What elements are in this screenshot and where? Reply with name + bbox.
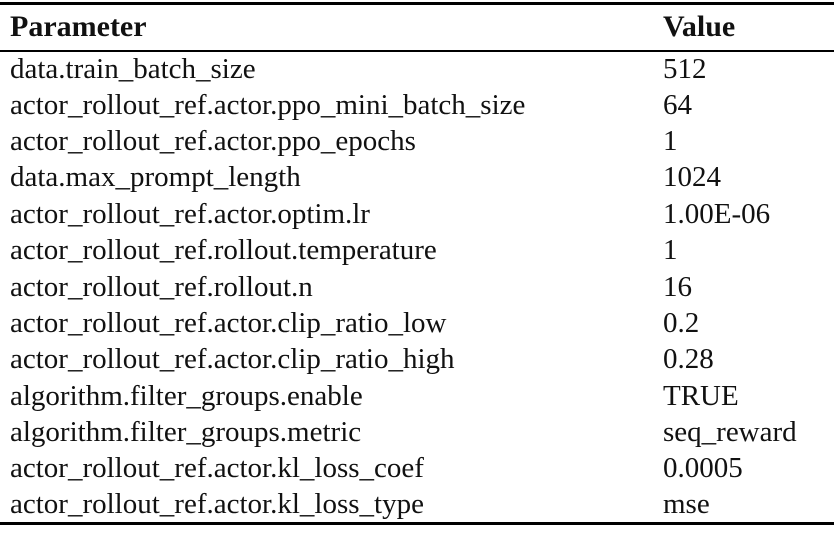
parameter-value: 1	[663, 124, 678, 157]
parameter-name: algorithm.filter_groups.metric	[10, 416, 362, 449]
table-row: data.train_batch_size 512	[0, 51, 834, 87]
table-row: actor_rollout_ref.rollout.temperature 1	[0, 232, 834, 268]
parameter-name: algorithm.filter_groups.enable	[10, 379, 363, 412]
table-row: actor_rollout_ref.actor.ppo_epochs 1	[0, 123, 834, 159]
parameter-name: actor_rollout_ref.rollout.temperature	[10, 234, 437, 267]
table-row: actor_rollout_ref.rollout.n 16	[0, 269, 834, 305]
header-row: Parameter Value	[0, 3, 834, 52]
parameter-name: actor_rollout_ref.actor.kl_loss_type	[10, 488, 424, 521]
parameter-value: 0.2	[663, 306, 700, 339]
table-row: algorithm.filter_groups.metric seq_rewar…	[0, 414, 834, 450]
table-row: actor_rollout_ref.actor.clip_ratio_high …	[0, 342, 834, 378]
parameter-value: 1	[663, 234, 678, 267]
table-row: actor_rollout_ref.actor.ppo_mini_batch_s…	[0, 87, 834, 123]
parameter-name: actor_rollout_ref.actor.clip_ratio_high	[10, 343, 455, 376]
parameter-value: 64	[663, 88, 692, 121]
column-header-parameter: Parameter	[0, 3, 663, 52]
parameter-name: actor_rollout_ref.actor.optim.lr	[10, 197, 370, 230]
parameter-value: 0.28	[663, 343, 714, 376]
table-row: data.max_prompt_length 1024	[0, 160, 834, 196]
table-body: data.train_batch_size 512 actor_rollout_…	[0, 51, 834, 524]
parameter-value: 512	[663, 52, 707, 85]
column-header-value: Value	[663, 3, 834, 52]
parameter-name: data.train_batch_size	[10, 52, 256, 85]
parameter-name: actor_rollout_ref.rollout.n	[10, 270, 313, 303]
parameter-name: data.max_prompt_length	[10, 161, 301, 194]
table-row: actor_rollout_ref.actor.kl_loss_coef 0.0…	[0, 451, 834, 487]
parameter-value: 1.00E-06	[663, 197, 771, 230]
parameter-value: 16	[663, 270, 692, 303]
parameter-value: 0.0005	[663, 452, 743, 485]
table-row: actor_rollout_ref.actor.clip_ratio_low 0…	[0, 305, 834, 341]
parameter-value: TRUE	[663, 379, 739, 412]
table-row: actor_rollout_ref.actor.optim.lr 1.00E-0…	[0, 196, 834, 232]
table-row: actor_rollout_ref.actor.kl_loss_type mse	[0, 487, 834, 523]
parameter-value: seq_reward	[663, 416, 797, 449]
table-row: algorithm.filter_groups.enable TRUE	[0, 378, 834, 414]
parameter-value: 1024	[663, 161, 721, 194]
parameter-value: mse	[663, 488, 710, 521]
table-header: Parameter Value	[0, 3, 834, 52]
parameter-name: actor_rollout_ref.actor.kl_loss_coef	[10, 452, 424, 485]
parameter-name: actor_rollout_ref.actor.clip_ratio_low	[10, 306, 447, 339]
parameter-name: actor_rollout_ref.actor.ppo_mini_batch_s…	[10, 88, 526, 121]
parameter-name: actor_rollout_ref.actor.ppo_epochs	[10, 124, 416, 157]
